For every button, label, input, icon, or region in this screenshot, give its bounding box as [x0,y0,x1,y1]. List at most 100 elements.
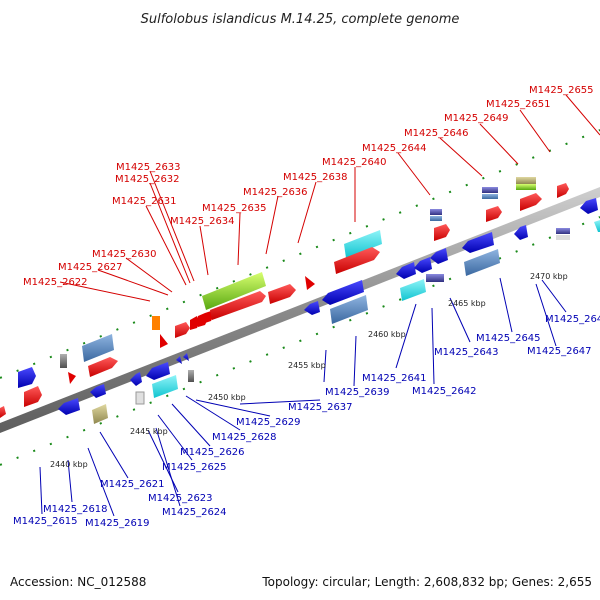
gene-arrow[interactable] [268,284,296,304]
scale-tick-label: 2455 kbp [288,361,326,370]
gene-label[interactable]: M1425_2643 [434,347,499,358]
gene-label[interactable]: M1425_2641 [362,373,427,384]
gene-label[interactable]: M1425_2625 [162,462,227,473]
gene-label[interactable]: M1425_2627 [58,262,123,273]
label-leader-lines [39,94,600,517]
gene-arrow[interactable] [176,356,182,364]
gene-label[interactable]: M1425_2623 [148,493,213,504]
gene-block-cyan[interactable] [594,220,600,232]
gene-label[interactable]: M1425_2628 [212,432,277,443]
gene-label[interactable]: M1425_2622 [23,277,88,288]
gene-label[interactable]: M1425_2632 [115,174,180,185]
gene-label[interactable]: M1425_2619 [85,518,150,529]
gene-arrow[interactable] [160,334,168,348]
small-gene[interactable] [60,354,67,368]
scale-tick-label: 2445 kbp [130,427,168,436]
scale-labels: 2440 kbp 2445 kbp 2450 kbp 2455 kbp 2460… [50,272,568,469]
forward-features [18,177,569,407]
gene-arrow[interactable] [90,384,106,398]
gene-arrow[interactable] [322,280,364,305]
gene-arrow[interactable] [334,247,380,274]
gene-arrow[interactable] [462,232,494,253]
gene-block-cyan[interactable] [152,375,178,398]
gene-block-cyan[interactable] [344,230,382,258]
gene-arrow[interactable] [486,206,502,222]
small-gene[interactable] [482,187,498,193]
gene-block-olive[interactable] [92,404,108,424]
map-title: Sulfolobus islandicus M.14.25, complete … [141,12,460,27]
gene-arrow[interactable] [58,398,80,415]
accession-text: Accession: NC_012588 [10,575,146,589]
gene-arrow[interactable] [210,291,266,320]
gene-arrow[interactable] [434,224,450,241]
small-gene[interactable] [516,184,536,190]
gene-arrow[interactable] [88,357,118,377]
small-gene[interactable] [426,274,444,282]
gene-arrow[interactable] [24,386,42,407]
gene-block-green[interactable] [202,272,266,310]
gene-label[interactable]: M1425_2649 [444,113,509,124]
gene-block-steel[interactable] [464,249,500,276]
small-gene[interactable] [188,370,194,382]
gene-arrow[interactable] [190,316,200,330]
gene-arrow[interactable] [414,257,432,273]
gene-arrow[interactable] [0,406,6,418]
genome-backbone [0,187,600,433]
gene-label[interactable]: M1425_2630 [92,249,157,260]
gene-arrow[interactable] [396,262,416,279]
gene-block-cyan[interactable] [400,279,426,301]
forward-gene-labels: M1425_2622 M1425_2627 M1425_2630 M1425_2… [23,85,594,288]
gene-label[interactable]: M1425_2639 [325,387,390,398]
gene-arrow[interactable] [430,248,448,264]
small-gene[interactable] [135,391,145,405]
scale-tick-label: 2450 kbp [208,393,246,402]
gene-label[interactable]: M1425_2648 [545,314,600,325]
gene-label[interactable]: M1425_2626 [180,447,245,458]
gene-arrow[interactable] [557,183,569,198]
gene-label[interactable]: M1425_2631 [112,196,177,207]
gene-label[interactable]: M1425_2642 [412,386,477,397]
small-gene[interactable] [430,209,442,215]
gene-arrow[interactable] [146,362,170,380]
gene-label[interactable]: M1425_2651 [486,99,551,110]
gene-arrow[interactable] [520,193,542,211]
gene-block-steel[interactable] [330,295,368,324]
small-gene[interactable] [556,235,570,240]
gene-arrow[interactable] [175,322,190,338]
gene-label[interactable]: M1425_2618 [43,504,108,515]
gene-arrow[interactable] [18,367,36,388]
scale-tick-label: 2470 kbp [530,272,568,281]
gene-block-steel[interactable] [82,334,114,362]
gene-label[interactable]: M1425_2633 [116,162,181,173]
gene-label[interactable]: M1425_2640 [322,157,387,168]
gene-arrow[interactable] [183,353,189,361]
small-gene[interactable] [152,316,160,330]
small-gene[interactable] [556,228,570,234]
small-gene[interactable] [430,216,442,221]
gene-label[interactable]: M1425_2637 [288,402,353,413]
gene-label[interactable]: M1425_2646 [404,128,469,139]
small-gene[interactable] [482,194,498,199]
gene-arrow[interactable] [580,198,598,214]
gene-label[interactable]: M1425_2635 [202,203,267,214]
gene-label[interactable]: M1425_2644 [362,143,427,154]
gene-label[interactable]: M1425_2655 [529,85,594,96]
gene-label[interactable]: M1425_2636 [243,187,308,198]
scale-tick-label: 2465 kbp [448,299,486,308]
gene-label[interactable]: M1425_2638 [283,172,348,183]
gene-label[interactable]: M1425_2634 [170,216,235,227]
gene-label[interactable]: M1425_2621 [100,479,165,490]
gene-arrow[interactable] [130,372,142,386]
reverse-guide-line [0,216,600,466]
gene-arrow[interactable] [68,372,76,384]
gene-arrow[interactable] [304,301,320,315]
gene-arrow[interactable] [305,276,315,290]
small-gene[interactable] [516,177,536,184]
gene-label[interactable]: M1425_2615 [13,516,78,527]
gene-label[interactable]: M1425_2629 [236,417,301,428]
gene-label[interactable]: M1425_2624 [162,507,227,518]
gene-arrow[interactable] [514,225,528,240]
gene-label[interactable]: M1425_2647 [527,346,592,357]
gene-label[interactable]: M1425_2645 [476,333,541,344]
